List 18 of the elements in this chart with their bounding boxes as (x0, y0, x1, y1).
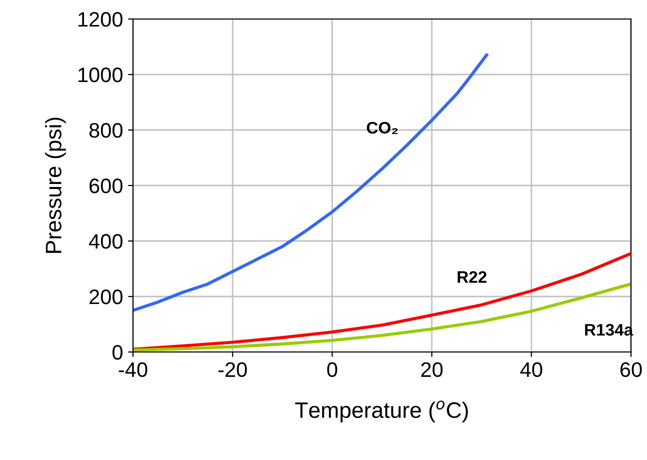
series-label: R22 (458, 271, 486, 283)
x-tick-label: -20 (218, 362, 247, 378)
x-tick-label: 60 (620, 362, 642, 378)
x-tick-label: -40 (118, 362, 148, 378)
y-tick-label: 600 (90, 178, 122, 194)
y-tick-label: 1200 (78, 12, 122, 27)
y-tick-label: 800 (89, 123, 122, 138)
y-tick-label: 400 (89, 234, 122, 249)
x-tick-label: 0 (327, 362, 338, 378)
line-series (133, 54, 488, 312)
y-tick-label: 1000 (78, 68, 122, 82)
x-axis-title: Temperature ($^{o}$C) (295, 400, 468, 422)
series-label: CO₂ (366, 122, 398, 134)
x-tick-label: 40 (520, 362, 542, 378)
y-tick-label: 0 (112, 345, 122, 360)
y-axis-title: Pressure (psi) (45, 118, 66, 253)
x-tick-label: 20 (421, 362, 443, 378)
y-tick-label: 200 (90, 290, 122, 304)
